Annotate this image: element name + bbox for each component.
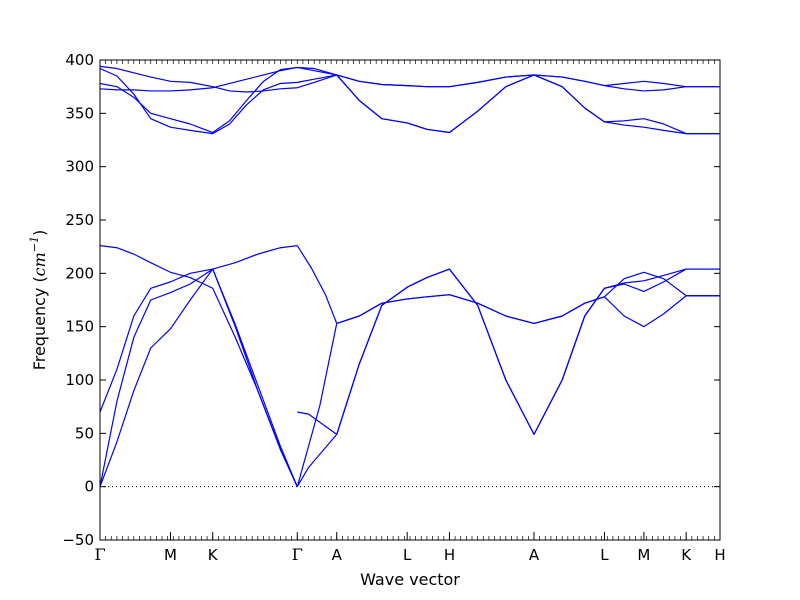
y-axis-label-close: )	[30, 230, 49, 236]
x-tick-label: K	[208, 546, 219, 564]
y-tick-label: 200	[65, 264, 94, 282]
y-axis-label-text: Frequency (	[30, 276, 49, 370]
x-tick-label: K	[681, 546, 692, 564]
band-line-10	[100, 65, 720, 93]
y-tick-label: 100	[65, 371, 94, 389]
x-axis-label: Wave vector	[360, 570, 460, 589]
x-tick-label: H	[714, 546, 725, 564]
y-tick-label: 50	[75, 424, 94, 442]
y-tick-label: −50	[62, 531, 94, 549]
band-line-9	[100, 66, 720, 92]
y-tick-label: 150	[65, 318, 94, 336]
band-line-7	[296, 245, 720, 328]
band-line-1	[100, 245, 298, 487]
x-tick-label: L	[600, 546, 609, 564]
band-line-5	[296, 268, 720, 487]
band-line-3	[100, 268, 298, 487]
x-tick-label: Γ	[292, 545, 303, 564]
band-line-12	[100, 67, 720, 135]
y-tick-label: 250	[65, 211, 94, 229]
x-tick-label: H	[444, 546, 455, 564]
y-axis: −50 0 50 100 150 200 250 300 350 400	[62, 51, 720, 549]
band-line-4	[100, 245, 298, 487]
x-tick-label: Γ	[94, 545, 105, 564]
y-axis-label-unit: cm	[30, 252, 49, 276]
band-line-2	[100, 268, 298, 487]
y-axis-label-exponent: −1	[28, 236, 41, 252]
y-axis-label: Frequency (cm−1)	[28, 230, 49, 371]
plot-area	[100, 65, 720, 488]
y-tick-label: 400	[65, 51, 94, 69]
x-tick-label: M	[164, 546, 177, 564]
x-tick-label: A	[332, 546, 343, 564]
x-tick-label: A	[529, 546, 540, 564]
y-tick-label: 0	[84, 478, 94, 496]
y-tick-label: 300	[65, 158, 94, 176]
plot-frame	[99, 59, 721, 541]
y-tick-label: 350	[65, 104, 94, 122]
band-line-6	[297, 268, 720, 435]
x-tick-label: L	[403, 546, 412, 564]
x-tick-label: M	[637, 546, 650, 564]
axes-frame	[99, 59, 721, 541]
band-line-8	[296, 271, 720, 487]
